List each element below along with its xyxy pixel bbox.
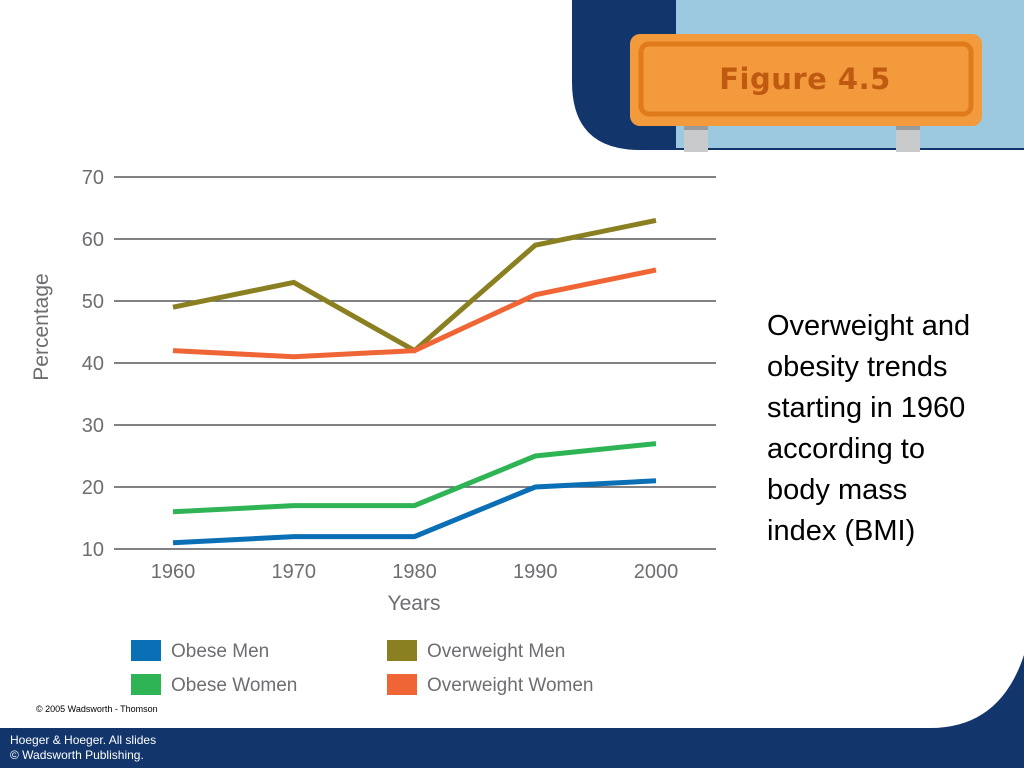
series-lines [172, 217, 657, 546]
y-tick-label: 20 [82, 477, 104, 499]
legend-label: Overweight Men [427, 641, 565, 662]
sign-board-border [638, 41, 974, 117]
footer-line-1: Hoeger & Hoeger. All slides [10, 733, 157, 747]
axis-labels: 10 20 30 40 50 60 70 1960 1970 1980 1990 2000 Years P… [30, 167, 678, 615]
caption-line: Overweight and [767, 310, 971, 342]
legend-swatch [387, 674, 417, 695]
legend: Obese Men Obese Women Overweight Men Overwe… [131, 640, 594, 696]
legend-swatch [387, 640, 417, 661]
caption-line: according to [767, 433, 925, 465]
caption-line: body mass [767, 474, 908, 506]
y-tick-label: 70 [82, 167, 104, 189]
grid-lines [114, 176, 716, 550]
legend-label: Obese Women [171, 675, 297, 696]
navy-bottom-band [0, 655, 1024, 768]
caption-line: index (BMI) [767, 515, 916, 547]
legend-swatch [131, 640, 161, 661]
x-tick-label: 1990 [513, 561, 558, 583]
figure-sign-label: Figure 4.5 [719, 62, 891, 96]
series-line [172, 441, 657, 515]
x-tick-label: 1980 [392, 561, 437, 583]
sign-post-right-cap [896, 124, 920, 130]
legend-label: Overweight Women [427, 675, 594, 696]
footer-line-2: © Wadsworth Publishing. [10, 748, 144, 762]
figure-caption: Overweight and obesity trends starting i… [767, 306, 1017, 552]
x-tick-label: 1960 [151, 561, 196, 583]
x-tick-label: 2000 [634, 561, 679, 583]
y-tick-label: 10 [82, 539, 104, 561]
copyright-text: © 2005 Wadsworth - Thomson [36, 704, 158, 714]
sign-post-left-cap [684, 124, 708, 130]
y-tick-label: 30 [82, 415, 104, 437]
sign-board-outer [630, 34, 982, 126]
y-tick-label: 40 [82, 353, 104, 375]
x-tick-label: 1970 [272, 561, 317, 583]
footer-credit: Hoeger & Hoeger. All slides © Wadsworth … [10, 733, 156, 763]
legend-swatch [131, 674, 161, 695]
caption-line: obesity trends [767, 351, 948, 383]
y-tick-label: 50 [82, 291, 104, 313]
series-line [172, 478, 657, 546]
y-axis-label: Percentage [30, 273, 53, 380]
legend-label: Obese Men [171, 641, 269, 662]
y-tick-label: 60 [82, 229, 104, 251]
series-line [172, 267, 657, 360]
caption-line: starting in 1960 [767, 392, 966, 424]
x-axis-label: Years [388, 592, 441, 615]
